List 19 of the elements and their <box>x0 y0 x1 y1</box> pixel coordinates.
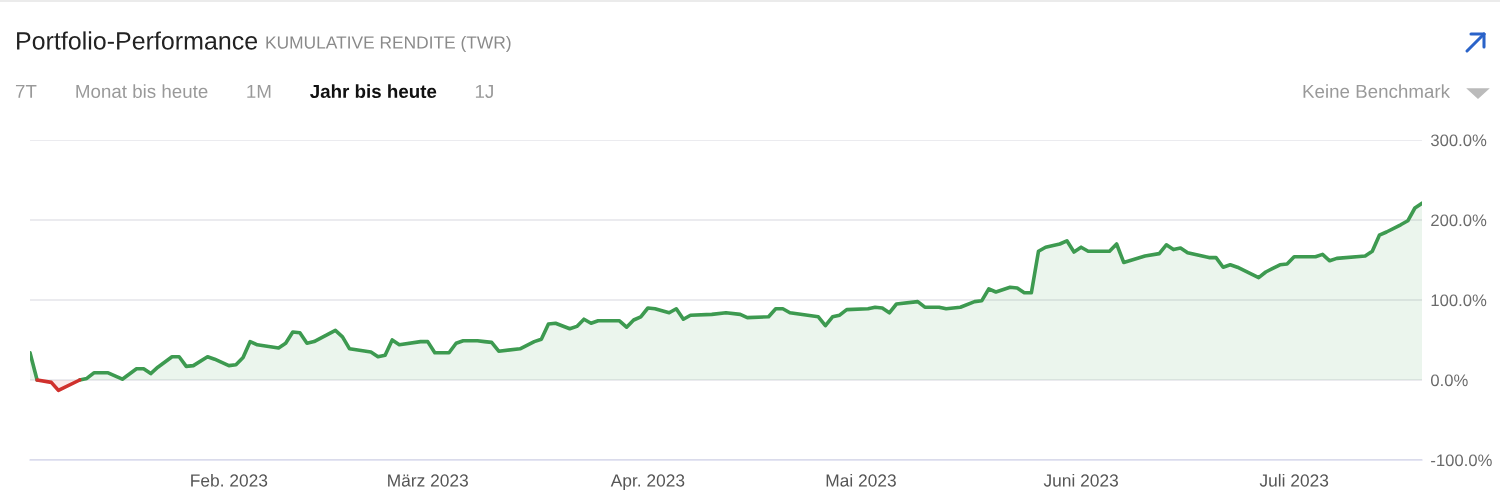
y-tick-label: -100.0% <box>1431 454 1492 467</box>
text: 1J <box>475 84 493 99</box>
y-tick-label: 0.0% <box>1430 374 1468 387</box>
y-tick-label: 100.0% <box>1431 294 1487 307</box>
chart-title: Portfolio-Performance <box>17 31 258 50</box>
y-tick-label: 200.0% <box>1431 214 1487 227</box>
x-tick-label: Mai 2023 <box>826 473 896 487</box>
text: 7T <box>15 84 37 98</box>
x-tick-label: Juni 2023 <box>1043 473 1118 487</box>
x-tick-label: Apr. 2023 <box>610 474 685 491</box>
x-tick-label: März 2023 <box>388 474 468 487</box>
y-tick-label: 300.0% <box>1430 134 1487 147</box>
chart-subtitle: KUMULATIVE RENDITE (TWR) <box>266 35 511 53</box>
x-tick-label: Feb. 2023 <box>191 473 268 487</box>
x-tick-label: Juli 2023 <box>1259 473 1329 487</box>
text: Keine Benchmark <box>1303 84 1451 99</box>
text: Jahr bis heute <box>310 84 437 99</box>
text: Monat bis heute <box>76 84 208 99</box>
text: 1M <box>247 84 271 98</box>
